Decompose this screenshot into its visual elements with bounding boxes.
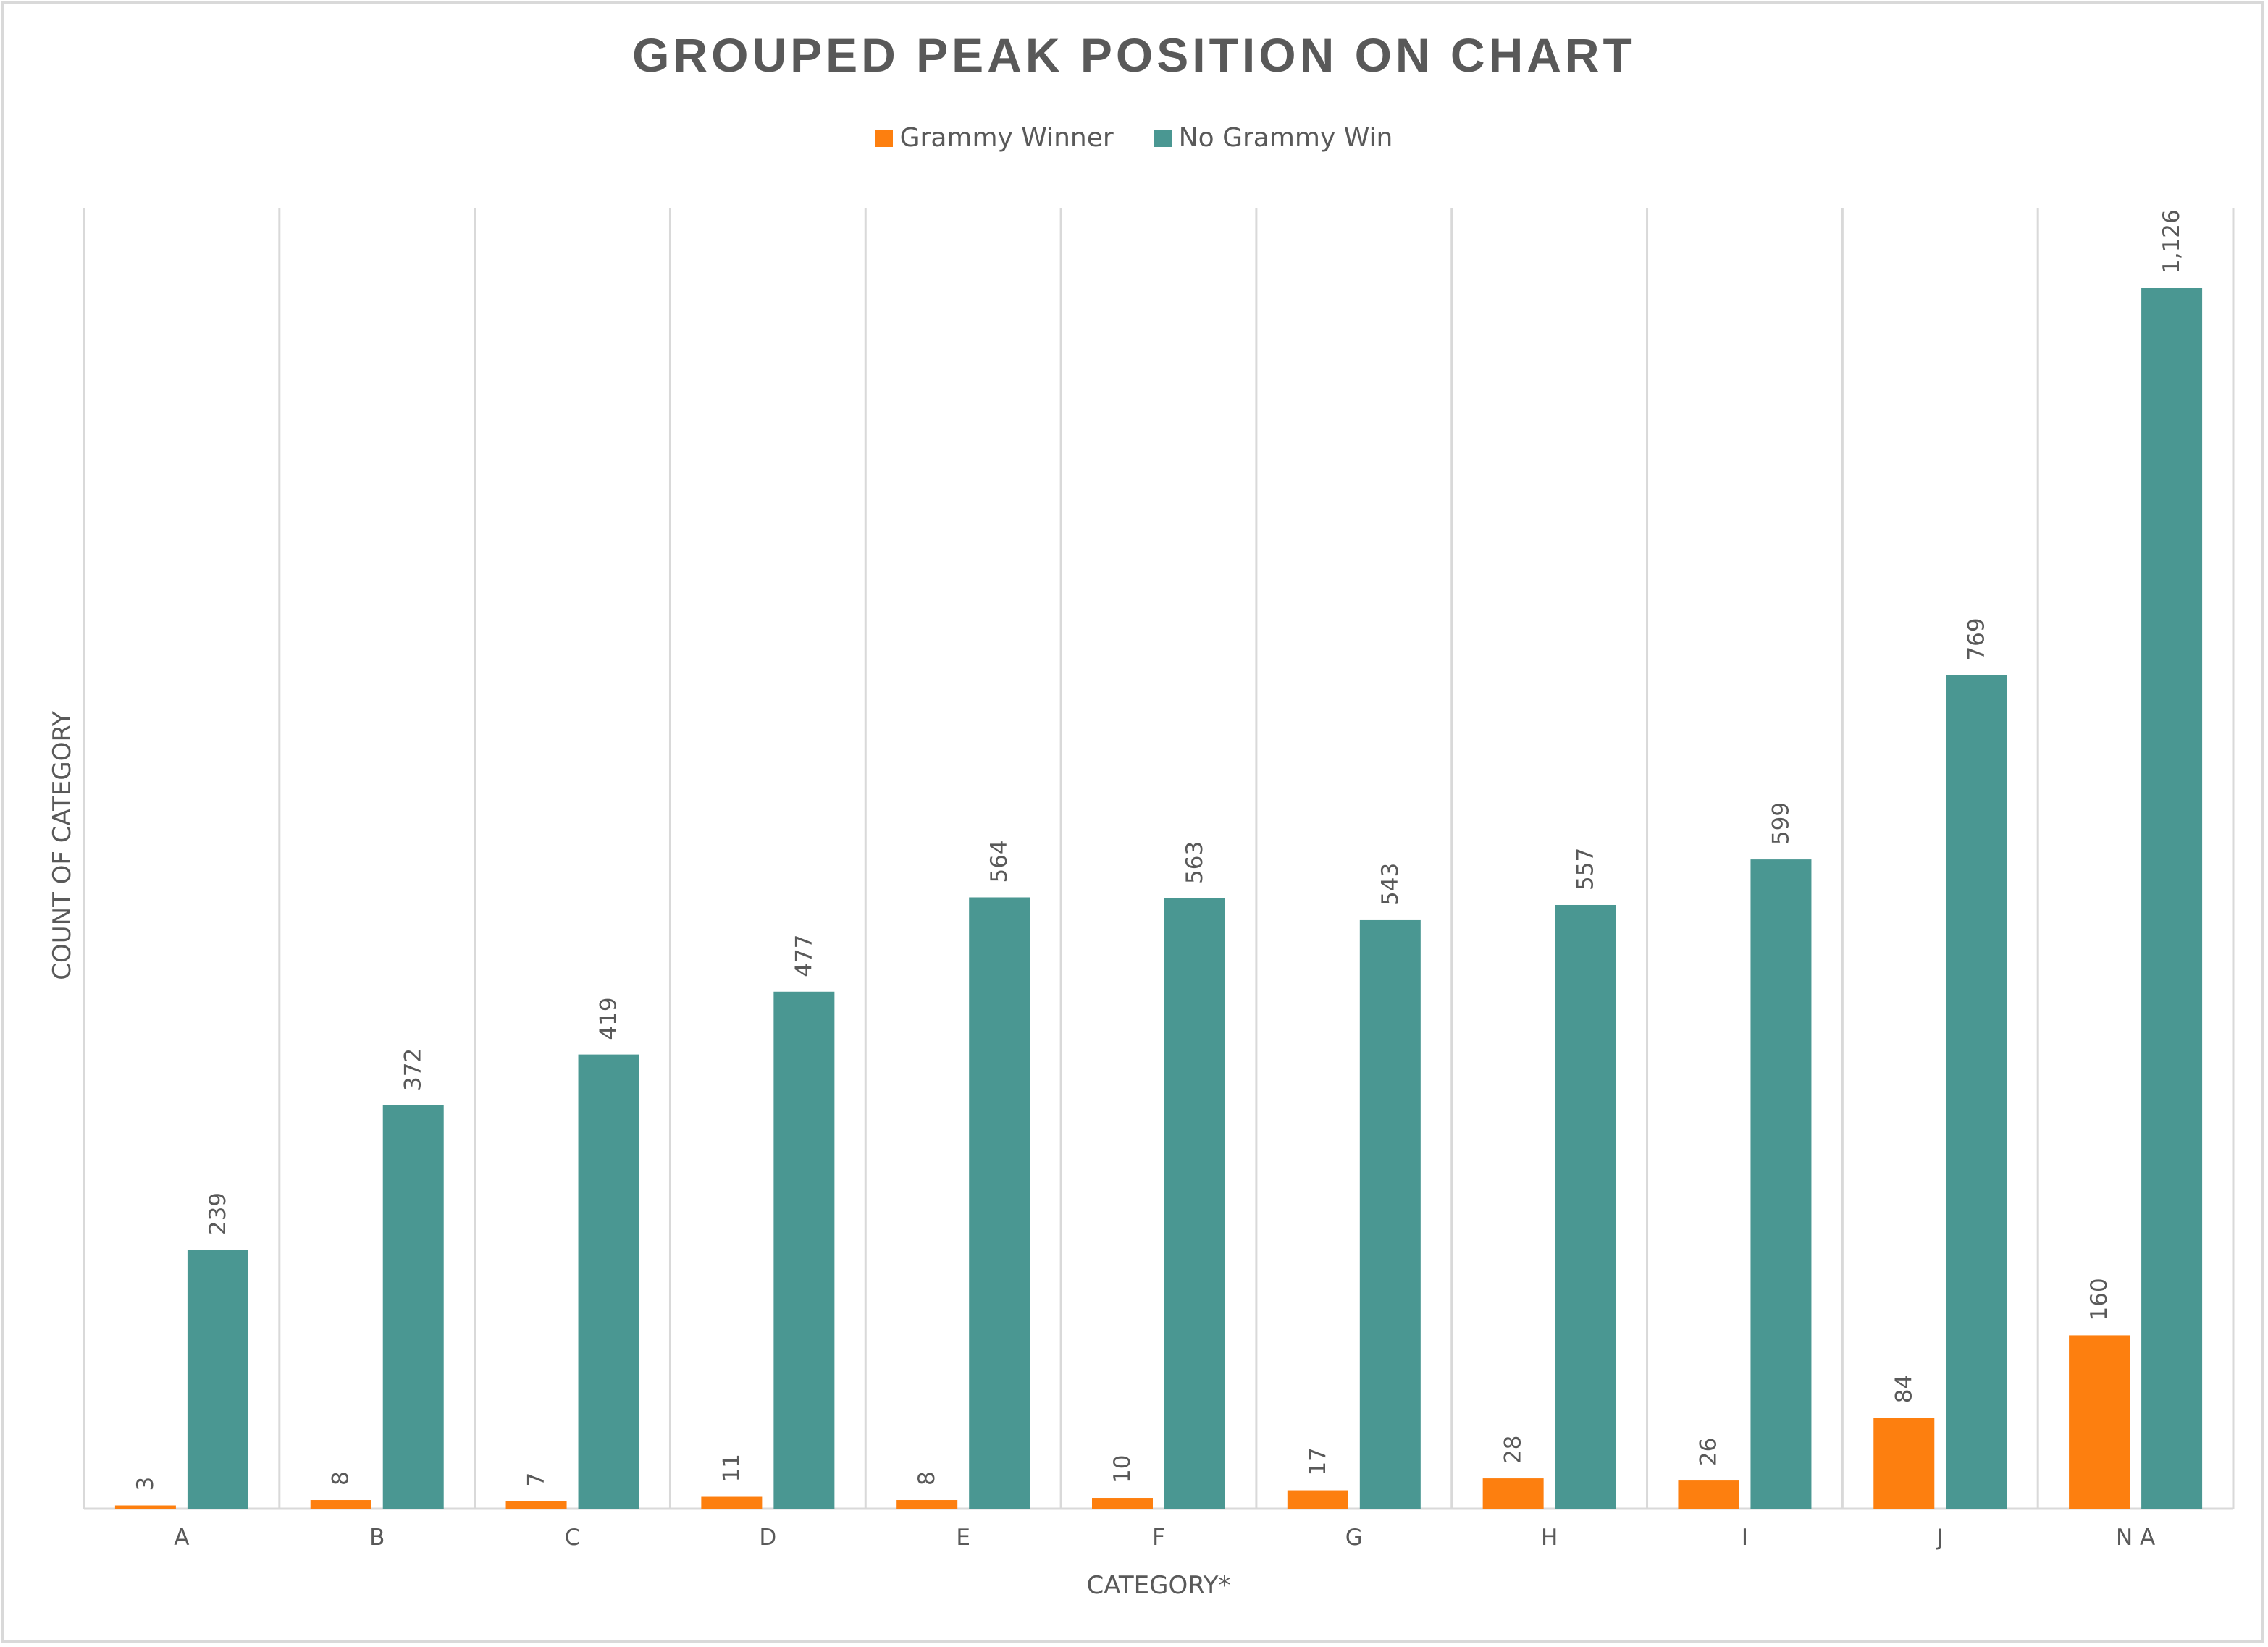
data-label: 28 xyxy=(1500,1436,1526,1464)
data-label: 8 xyxy=(328,1471,354,1486)
bar-no-grammy-win-e xyxy=(969,897,1030,1509)
legend-item-no-grammy-win: No Grammy Win xyxy=(1154,123,1393,153)
data-label: 557 xyxy=(1573,848,1599,890)
data-label: 564 xyxy=(986,840,1012,883)
chart-legend: Grammy Winner No Grammy Win xyxy=(0,123,2268,153)
legend-item-grammy-winner: Grammy Winner xyxy=(875,123,1114,153)
bar-grammy-winner-d xyxy=(701,1496,763,1509)
x-tick-label: H xyxy=(1541,1525,1558,1551)
bar-grammy-winner-j xyxy=(1873,1418,1935,1509)
bar-grammy-winner-g xyxy=(1287,1490,1348,1509)
data-label: 769 xyxy=(1963,618,1989,660)
x-axis-label: CATEGORY* xyxy=(1086,1571,1231,1600)
data-label: 599 xyxy=(1768,802,1794,845)
x-tick-label: J xyxy=(1936,1525,1944,1551)
bar-grammy-winner-b xyxy=(310,1500,371,1509)
legend-label-grammy-winner: Grammy Winner xyxy=(899,123,1114,153)
bar-no-grammy-win-j xyxy=(1946,675,2007,1509)
bar-no-grammy-win-d xyxy=(773,991,835,1509)
x-tick-label: A xyxy=(174,1525,189,1551)
bar-no-grammy-win-h xyxy=(1555,904,1616,1509)
bar-grammy-winner-h xyxy=(1482,1478,1544,1509)
data-label: 160 xyxy=(2086,1278,2112,1320)
data-label: 7 xyxy=(524,1473,550,1487)
bar-no-grammy-win-c xyxy=(578,1054,639,1509)
data-label: 26 xyxy=(1695,1438,1721,1466)
x-tick-label: C xyxy=(565,1525,581,1551)
bar-grammy-winner-c xyxy=(505,1501,567,1509)
bar-no-grammy-win-a xyxy=(187,1250,248,1509)
x-tick-label: D xyxy=(759,1525,776,1551)
x-tick-label: N A xyxy=(2116,1525,2155,1551)
data-label: 563 xyxy=(1182,841,1208,884)
data-label: 17 xyxy=(1305,1447,1331,1475)
data-label: 8 xyxy=(914,1471,940,1486)
legend-swatch-grammy-winner xyxy=(875,129,893,147)
data-label: 419 xyxy=(596,997,622,1040)
bar-grammy-winner-e xyxy=(896,1500,958,1509)
legend-label-no-grammy-win: No Grammy Win xyxy=(1178,123,1393,153)
data-label: 10 xyxy=(1109,1455,1135,1483)
chart-title: GROUPED PEAK POSITION ON CHART xyxy=(632,28,1636,82)
data-label: 543 xyxy=(1377,863,1403,906)
legend-swatch-no-grammy-win xyxy=(1154,129,1172,147)
data-label: 3 xyxy=(133,1477,159,1491)
x-tick-label: F xyxy=(1152,1525,1165,1551)
bar-grammy-winner-a xyxy=(114,1505,176,1509)
data-label: 372 xyxy=(400,1048,427,1091)
bar-grammy-winner-f xyxy=(1092,1498,1153,1509)
x-tick-label: E xyxy=(956,1525,970,1551)
x-tick-label: G xyxy=(1345,1525,1363,1551)
bar-grammy-winner-i xyxy=(1678,1480,1739,1509)
bar-no-grammy-win-i xyxy=(1750,859,1812,1509)
data-label: 1,126 xyxy=(2159,209,2185,274)
x-tick-label: I xyxy=(1742,1525,1748,1551)
data-label: 84 xyxy=(1891,1375,1917,1403)
bar-no-grammy-win-b xyxy=(382,1105,444,1509)
x-tick-label: B xyxy=(369,1525,385,1551)
data-label: 11 xyxy=(718,1454,744,1482)
bar-no-grammy-win-na xyxy=(2141,288,2203,1509)
data-label: 477 xyxy=(791,935,817,977)
data-label: 239 xyxy=(205,1192,231,1235)
bar-no-grammy-win-g xyxy=(1359,919,1421,1509)
bar-no-grammy-win-f xyxy=(1164,898,1225,1509)
bar-grammy-winner-na xyxy=(2069,1335,2130,1509)
